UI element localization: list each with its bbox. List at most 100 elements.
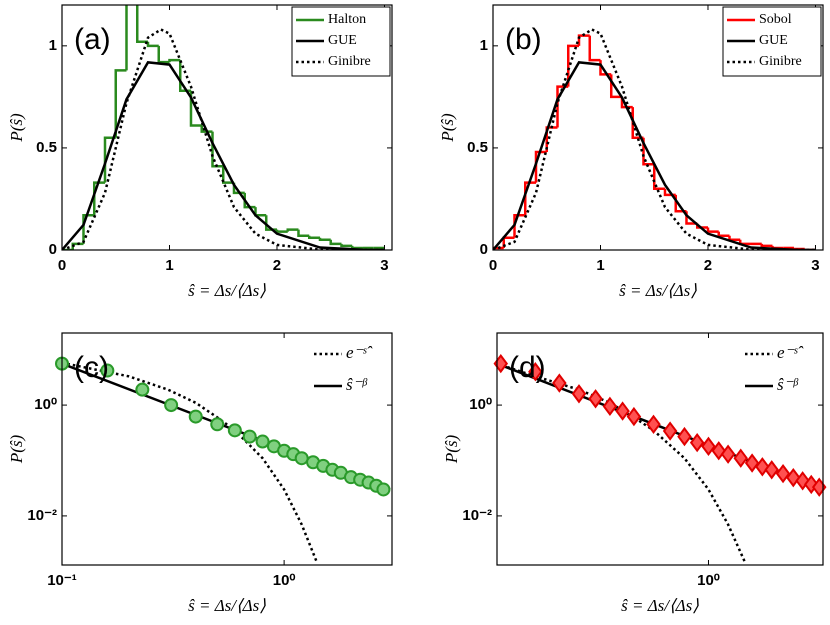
histogram-step [200, 125, 213, 133]
marker [775, 463, 791, 484]
marker [701, 436, 716, 457]
marker [376, 482, 391, 497]
curve [62, 361, 318, 563]
y-tick-label: 1 [49, 37, 57, 54]
marker [662, 421, 678, 441]
x-tick-label: 3 [811, 257, 819, 274]
marker [210, 417, 225, 432]
histogram-step [350, 245, 363, 250]
x-tick-label: 2 [704, 257, 712, 274]
x-axis-label: ŝ = Δs/⟨Δs⟩ [621, 596, 699, 615]
x-tick-label: 2 [273, 257, 281, 274]
marker [764, 460, 779, 480]
histogram-step [728, 235, 741, 242]
histogram-step [221, 166, 234, 184]
marker [677, 426, 692, 447]
y-axis-label: P(ŝ) [442, 435, 461, 465]
histogram-step [318, 237, 331, 242]
marker [626, 406, 642, 427]
legend-label: ŝ⁻ᵝ [777, 375, 799, 394]
x-axis-label: ŝ = Δs/⟨Δs⟩ [188, 281, 266, 300]
plot-area [62, 5, 385, 250]
panel-label: (b) [505, 23, 542, 56]
axes-box [496, 332, 824, 566]
y-tick-label: 10⁰ [469, 396, 492, 413]
histogram-step [297, 229, 310, 237]
histogram-step [82, 214, 95, 244]
histogram-step [545, 126, 558, 152]
x-tick-label: 1 [165, 257, 173, 274]
marker [588, 389, 603, 409]
histogram-step [329, 239, 342, 246]
histogram-step [178, 60, 191, 92]
legend-label: e⁻ˢ̂ [777, 343, 804, 362]
legend-label: GUE [759, 33, 788, 48]
legend-label: Ginibre [328, 54, 371, 69]
x-tick-label: 0 [489, 257, 497, 274]
marker [255, 434, 270, 449]
x-tick-label: 10⁰ [697, 572, 720, 589]
legend-label: Sobol [759, 12, 792, 27]
marker [720, 444, 736, 464]
histogram-step [157, 45, 170, 64]
axes-box [492, 4, 824, 251]
marker [227, 423, 242, 438]
panel: 10⁰ 10⁻² 10⁰ e⁻ˢ̂ ŝ⁻ᵝ (d) ŝ = Δs/⟨Δs⟩ P(ŝ) [442, 332, 827, 615]
y-tick-label: 0 [480, 241, 488, 258]
axes-box [61, 4, 393, 251]
panel-label: (a) [74, 23, 111, 56]
curve [493, 61, 816, 250]
y-tick-label: 10⁰ [34, 396, 57, 413]
marker [552, 373, 567, 393]
histogram-step [168, 58, 181, 63]
marker [100, 363, 115, 378]
marker [602, 396, 618, 416]
histogram-step [114, 69, 127, 138]
marker [528, 362, 543, 382]
histogram-step [556, 85, 569, 128]
curve [497, 362, 746, 563]
panel: 10⁻¹ 10⁰ 10⁻² 10⁰ e⁻ˢ̂ ŝ⁻ᵝ (c) ŝ = Δs/⟨Δs⟩ P(ŝ) [7, 332, 393, 615]
histogram-step [135, 5, 148, 43]
y-tick-label: 0.5 [36, 139, 57, 156]
histogram-step [706, 227, 719, 233]
histogram-step [534, 150, 547, 183]
marker [711, 441, 726, 461]
marker [242, 429, 257, 444]
curve [62, 61, 385, 250]
panel: 0 1 2 3 0 0.5 1 Halton GUE Ginibre (a) ŝ = Δs/⟨Δs⟩ P… [7, 4, 393, 300]
histogram-step [577, 34, 590, 46]
histogram-step [588, 35, 601, 62]
panel: 0 1 2 3 0 0.5 1 Sobol GUE Ginibre (b) ŝ = Δs/⟨Δs⟩ P(… [438, 4, 824, 300]
y-axis-label: P(ŝ) [438, 113, 457, 143]
histogram-step [92, 181, 105, 216]
marker [188, 409, 203, 424]
histogram-step [146, 41, 159, 48]
histogram-step [340, 243, 353, 248]
marker [744, 453, 760, 473]
histogram-step [243, 192, 256, 209]
x-tick-label: 1 [596, 257, 604, 274]
y-tick-label: 10⁻² [462, 507, 492, 524]
marker [164, 398, 179, 413]
histogram-step [523, 181, 536, 216]
histogram-step [738, 239, 751, 246]
panel-label: (d) [509, 351, 546, 384]
marker [646, 414, 661, 434]
x-axis-label: ŝ = Δs/⟨Δs⟩ [619, 281, 697, 300]
histogram-step [254, 207, 267, 217]
plot-area [497, 362, 823, 563]
marker [135, 382, 150, 397]
marker [786, 467, 801, 488]
histogram-step [125, 5, 128, 71]
legend-label: Halton [328, 12, 366, 27]
legend-label: GUE [328, 33, 357, 48]
histogram-step [307, 235, 320, 239]
marker [571, 384, 587, 404]
panel-label: (c) [74, 351, 109, 384]
histogram-step [717, 231, 730, 237]
x-axis-label: ŝ = Δs/⟨Δs⟩ [188, 596, 266, 615]
y-axis-label: P(ŝ) [7, 435, 26, 465]
marker [689, 432, 705, 453]
x-tick-label: 0 [58, 257, 66, 274]
